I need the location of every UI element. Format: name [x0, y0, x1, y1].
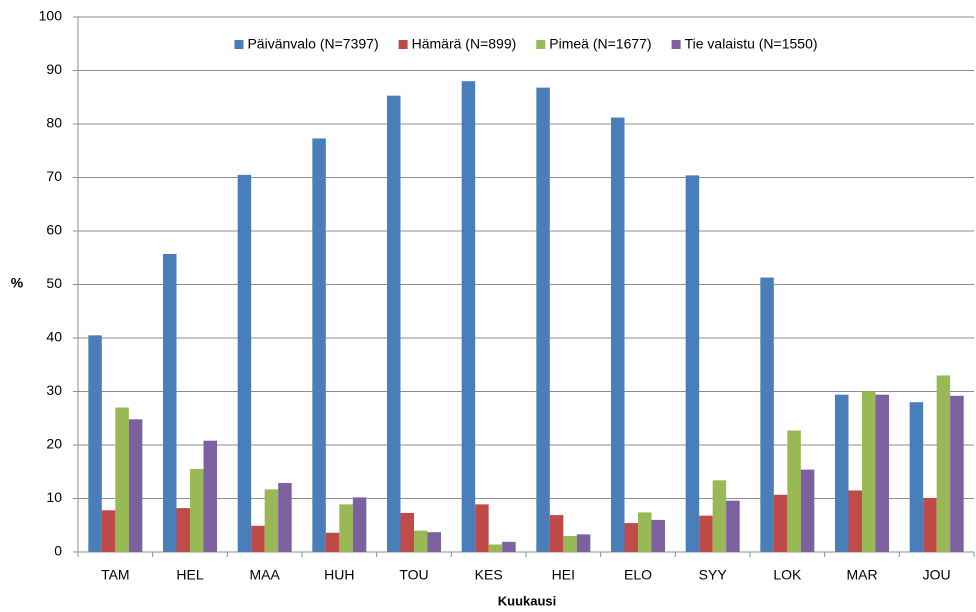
x-tick-label: SYY: [699, 567, 728, 583]
y-tick-label: 30: [46, 382, 62, 398]
y-tick-label: 100: [39, 8, 63, 24]
x-tick-label: HUH: [324, 567, 354, 583]
bar: [190, 469, 204, 552]
legend-label: Hämärä (N=899): [412, 36, 517, 52]
bar: [848, 490, 862, 552]
y-axis-label: %: [11, 275, 24, 291]
x-tick-label: JOU: [923, 567, 951, 583]
bar: [312, 138, 326, 552]
bar: [787, 430, 801, 552]
bar: [862, 391, 876, 552]
bar: [502, 541, 516, 552]
y-tick-label: 90: [46, 61, 62, 77]
bar: [685, 175, 700, 553]
x-axis-label: Kuukausi: [498, 593, 557, 608]
bar: [624, 523, 638, 552]
bar: [400, 512, 414, 552]
legend-swatch: [234, 40, 244, 49]
bar: [950, 395, 964, 552]
bar: [549, 515, 564, 552]
y-tick-label: 70: [46, 168, 62, 184]
bar: [163, 254, 177, 552]
bar: [203, 440, 217, 552]
bar: [923, 497, 937, 552]
legend-swatch: [536, 40, 546, 49]
y-tick-label: 80: [46, 115, 62, 131]
bar: [278, 482, 292, 552]
bar: [699, 515, 713, 552]
bar: [264, 489, 279, 552]
bar: [638, 512, 652, 552]
x-tick-label: KES: [475, 567, 503, 583]
bar: [835, 394, 849, 552]
x-tick-label: TAM: [101, 567, 130, 583]
y-tick-label: 50: [46, 275, 62, 291]
bar: [128, 419, 143, 552]
bar: [563, 535, 577, 552]
y-tick-label: 20: [46, 436, 62, 452]
y-tick-label: 60: [46, 222, 62, 238]
x-tick-label: MAA: [249, 567, 280, 583]
bar: [488, 544, 503, 552]
bar: [712, 480, 727, 552]
bar: [611, 117, 625, 552]
bar: [760, 277, 774, 552]
bar: [88, 335, 102, 552]
legend-label: Tie valaistu (N=1550): [685, 36, 818, 52]
bar: [536, 87, 550, 553]
bar: [875, 394, 889, 552]
x-tick-label: ELO: [624, 567, 652, 583]
bar: [251, 525, 265, 552]
bar: [176, 508, 190, 552]
bar: [461, 81, 476, 552]
bar: [726, 500, 740, 552]
legend-swatch: [398, 40, 408, 49]
x-tick-label: HEL: [176, 567, 203, 583]
x-tick-label: MAR: [846, 567, 877, 583]
x-tick-label: HEI: [552, 567, 575, 583]
bar: [576, 534, 591, 552]
bar: [773, 494, 788, 552]
bar: [237, 174, 252, 552]
y-tick-label: 40: [46, 329, 62, 345]
bar: [936, 375, 951, 552]
bar: [339, 504, 353, 552]
bar: [101, 510, 116, 552]
bar: [651, 519, 665, 552]
bar: [325, 532, 340, 552]
legend-label: Pimeä (N=1677): [549, 36, 651, 52]
bar: [427, 532, 441, 552]
legend-swatch: [671, 40, 681, 49]
bar: [387, 95, 401, 553]
bar: [800, 469, 815, 552]
y-tick-label: 10: [46, 489, 62, 505]
bar: [352, 497, 367, 552]
x-tick-label: TOU: [399, 567, 428, 583]
legend-label: Päivänvalo (N=7397): [247, 36, 378, 52]
y-tick-label: 0: [54, 543, 62, 559]
bar: [475, 504, 489, 552]
x-tick-label: LOK: [773, 567, 802, 583]
bar: [909, 402, 924, 552]
bar: [115, 407, 129, 552]
bar: [414, 530, 428, 552]
